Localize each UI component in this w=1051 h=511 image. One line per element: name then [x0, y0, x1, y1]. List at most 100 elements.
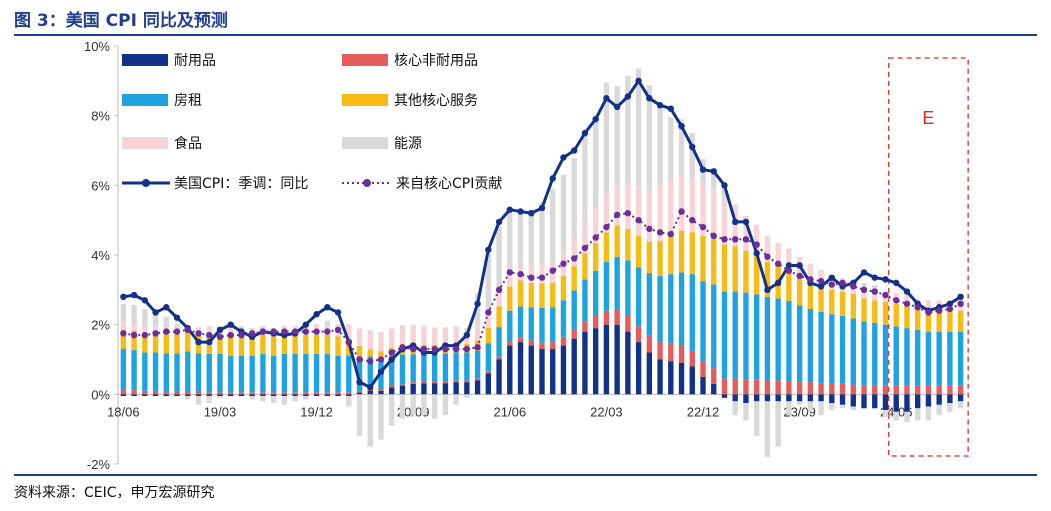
bar-segment-6	[517, 210, 524, 267]
bar-segment-4	[528, 282, 534, 308]
cpi-yoy-point	[893, 279, 900, 287]
bar-segment-2	[217, 392, 223, 395]
bar-segment-3	[474, 350, 481, 379]
core-contribution-point	[313, 328, 320, 335]
bar-segment-6	[217, 396, 223, 398]
bar-segment-4	[678, 230, 685, 273]
bar-segment-1	[754, 394, 760, 402]
bar-segment-2	[485, 371, 492, 374]
bar-segment-1	[335, 394, 341, 397]
bar-segment-3	[485, 343, 492, 372]
bar-segment-1	[356, 392, 363, 395]
bar-segment-5	[625, 183, 631, 229]
bar-segment-3	[925, 331, 932, 386]
bar-segment-2	[743, 379, 749, 395]
legend-swatch-3	[122, 94, 168, 106]
bar-segment-6	[442, 394, 449, 416]
core-contribution-point	[173, 328, 181, 335]
bar-segment-1	[872, 394, 878, 409]
bar-segment-2	[625, 315, 631, 332]
bar-segment-5	[528, 265, 534, 283]
bar-segment-2	[528, 340, 534, 346]
core-contribution-point	[206, 331, 213, 339]
bar-segment-4	[807, 281, 814, 309]
bar-segment-1	[238, 394, 245, 397]
cpi-yoy-point	[689, 143, 696, 151]
cpi-yoy-point	[227, 321, 234, 328]
core-contribution-point	[946, 305, 954, 313]
source-note: 资料来源：CEIC，申万宏源研究	[14, 485, 215, 501]
bar-segment-3	[839, 315, 846, 384]
core-contribution-point	[925, 309, 932, 316]
bar-segment-2	[657, 342, 663, 360]
bar-segment-3	[163, 353, 169, 392]
bar-segment-4	[367, 349, 373, 357]
cpi-yoy-point	[216, 326, 224, 334]
y-tick-label: 10%	[84, 39, 110, 54]
core-contribution-point	[334, 326, 342, 334]
bar-segment-6	[646, 85, 653, 190]
bar-segment-1	[614, 324, 620, 395]
bar-segment-1	[635, 342, 642, 395]
bar-segment-5	[614, 183, 620, 226]
bar-segment-4	[228, 336, 234, 356]
core-contribution-point	[646, 225, 653, 233]
bar-segment-5	[431, 327, 438, 345]
title-rule	[14, 34, 1037, 36]
bar-segment-1	[206, 394, 212, 397]
bar-segment-6	[474, 293, 481, 325]
bar-segment-4	[872, 300, 878, 323]
bar-segment-6	[947, 403, 953, 412]
bar-segment-2	[539, 342, 545, 350]
bar-segment-2	[292, 392, 298, 395]
bar-segment-3	[614, 256, 620, 309]
bar-segment-2	[185, 391, 191, 395]
bar-segment-3	[249, 355, 255, 393]
forecast-label: E	[922, 108, 934, 128]
bar-segment-2	[614, 308, 620, 325]
bar-segment-5	[152, 326, 159, 334]
cpi-yoy-point	[742, 218, 750, 226]
bar-segment-3	[217, 353, 223, 393]
bar-segment-2	[818, 383, 824, 395]
lines-group	[120, 77, 964, 391]
bar-segment-6	[142, 308, 148, 327]
bar-segment-1	[378, 390, 384, 395]
bar-segment-5	[646, 189, 653, 242]
cpi-yoy-point	[624, 93, 632, 100]
core-contribution-point	[152, 330, 159, 337]
bar-segment-2	[775, 380, 781, 395]
bar-segment-1	[947, 394, 953, 404]
core-contribution-point	[420, 345, 428, 353]
bar-segment-1	[485, 373, 492, 395]
bar-segment-4	[743, 250, 749, 293]
bar-segment-4	[292, 334, 298, 354]
bar-segment-1	[743, 394, 749, 404]
bar-segment-2	[517, 337, 524, 343]
bar-segment-3	[281, 353, 288, 393]
bar-segment-6	[893, 411, 899, 421]
bar-segment-6	[174, 323, 180, 328]
y-tick-label: 6%	[91, 178, 110, 193]
core-contribution-point	[485, 309, 492, 316]
core-contribution-point	[442, 345, 449, 353]
core-contribution-point	[871, 288, 878, 295]
core-contribution-point	[689, 216, 696, 224]
legend-label-1: 耐用品	[174, 53, 216, 69]
bar-segment-1	[796, 394, 803, 402]
x-tick-label: 19/03	[204, 404, 237, 419]
bar-segment-1	[474, 380, 481, 395]
bar-segment-3	[635, 267, 642, 327]
bar-segment-2	[303, 392, 309, 395]
bar-segment-2	[421, 381, 427, 384]
core-contribution-point	[656, 229, 664, 236]
bar-segment-1	[324, 394, 330, 397]
bar-segment-4	[893, 303, 899, 327]
bar-segment-4	[711, 237, 717, 285]
bar-segment-4	[335, 336, 341, 356]
cpi-yoy-point	[538, 204, 546, 212]
bar-segment-6	[732, 401, 738, 416]
bar-segment-6	[796, 401, 803, 405]
bar-segment-3	[292, 353, 298, 393]
bar-segment-6	[152, 312, 159, 327]
